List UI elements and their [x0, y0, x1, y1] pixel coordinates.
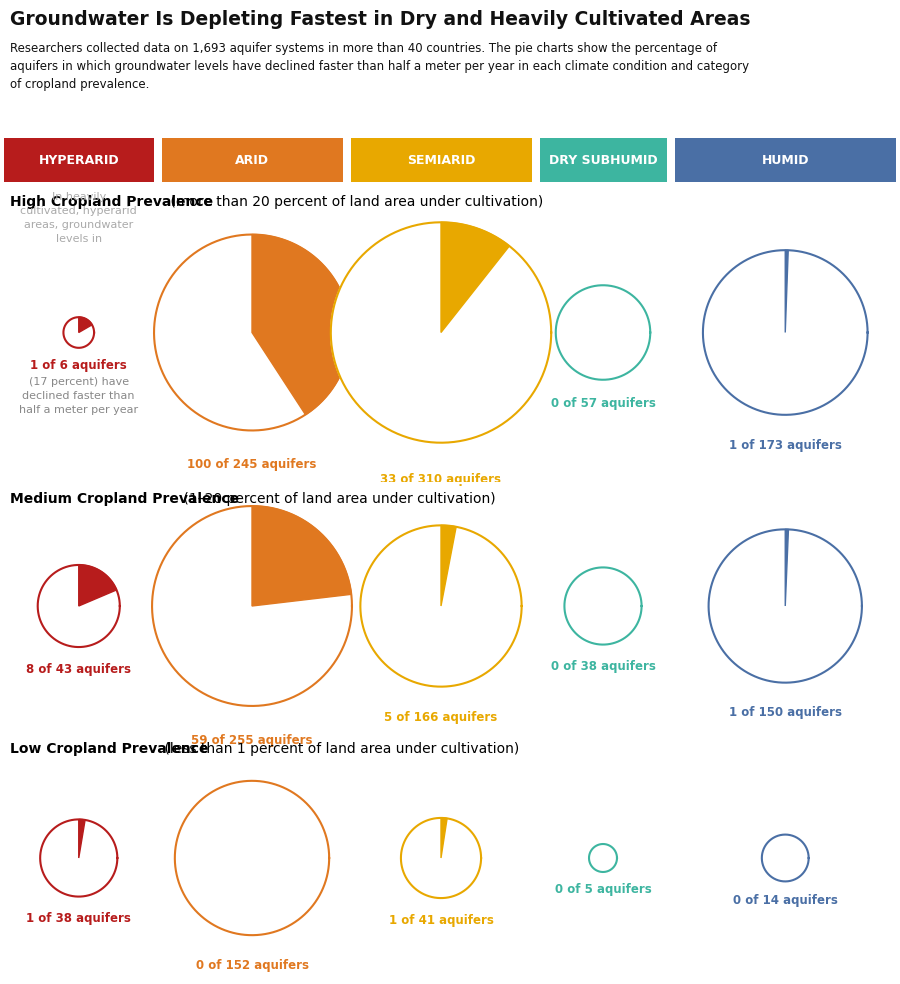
Polygon shape — [78, 317, 92, 333]
Text: Low Cropland Prevalence: Low Cropland Prevalence — [10, 742, 209, 756]
Text: Medium Cropland Prevalence: Medium Cropland Prevalence — [10, 492, 239, 506]
Polygon shape — [40, 820, 117, 896]
Bar — [539, 138, 667, 182]
Polygon shape — [252, 234, 350, 414]
Text: aquifers in which groundwater levels have declined faster than half a meter per : aquifers in which groundwater levels hav… — [10, 60, 749, 73]
Text: (1–20 percent of land area under cultivation): (1–20 percent of land area under cultiva… — [179, 492, 496, 506]
Polygon shape — [154, 234, 350, 430]
Polygon shape — [564, 568, 642, 645]
Text: 100 of 245 aquifers: 100 of 245 aquifers — [187, 459, 317, 471]
Text: 1 of 41 aquifers: 1 of 41 aquifers — [389, 914, 493, 927]
Text: 8 of 43 aquifers: 8 of 43 aquifers — [26, 663, 131, 676]
Text: DRY SUBHUMID: DRY SUBHUMID — [549, 154, 657, 166]
Text: High Cropland Prevalence: High Cropland Prevalence — [10, 195, 213, 209]
Text: SEMIARID: SEMIARID — [407, 154, 475, 166]
Bar — [674, 138, 896, 182]
Polygon shape — [79, 820, 86, 858]
Text: 0 of 57 aquifers: 0 of 57 aquifers — [551, 398, 655, 410]
Text: 1 of 38 aquifers: 1 of 38 aquifers — [26, 912, 131, 925]
Bar — [161, 138, 343, 182]
Polygon shape — [400, 818, 482, 898]
Polygon shape — [441, 525, 456, 606]
Text: 0 of 5 aquifers: 0 of 5 aquifers — [554, 883, 652, 895]
Text: 0 of 152 aquifers: 0 of 152 aquifers — [195, 958, 309, 971]
Text: 59 of 255 aquifers: 59 of 255 aquifers — [192, 734, 313, 747]
Polygon shape — [79, 565, 116, 606]
Text: HYPERARID: HYPERARID — [39, 154, 119, 166]
Text: 0 of 14 aquifers: 0 of 14 aquifers — [733, 894, 838, 907]
Polygon shape — [331, 222, 551, 443]
Polygon shape — [175, 781, 329, 935]
Text: (less than 1 percent of land area under cultivation): (less than 1 percent of land area under … — [159, 742, 518, 756]
Polygon shape — [152, 506, 352, 706]
Text: Researchers collected data on 1,693 aquifer systems in more than 40 countries. T: Researchers collected data on 1,693 aqui… — [10, 42, 717, 55]
Text: Groundwater Is Depleting Fastest in Dry and Heavily Cultivated Areas: Groundwater Is Depleting Fastest in Dry … — [10, 10, 751, 29]
Text: HUMID: HUMID — [761, 154, 809, 166]
Polygon shape — [589, 844, 617, 872]
Polygon shape — [708, 529, 862, 683]
Polygon shape — [441, 222, 509, 333]
Text: 0 of 38 aquifers: 0 of 38 aquifers — [551, 660, 655, 673]
Polygon shape — [38, 565, 120, 647]
Text: 1 of 173 aquifers: 1 of 173 aquifers — [729, 439, 842, 453]
Polygon shape — [703, 250, 868, 415]
Text: (more than 20 percent of land area under cultivation): (more than 20 percent of land area under… — [166, 195, 544, 209]
Polygon shape — [785, 529, 788, 606]
Bar — [4, 138, 154, 182]
Polygon shape — [360, 525, 522, 687]
Text: ARID: ARID — [235, 154, 269, 166]
Text: 33 of 310 aquifers: 33 of 310 aquifers — [381, 472, 501, 486]
Text: In heavily
cultivated, hyperarid
areas, groundwater
levels in: In heavily cultivated, hyperarid areas, … — [21, 192, 137, 244]
Text: 1 of 150 aquifers: 1 of 150 aquifers — [729, 706, 842, 719]
Polygon shape — [252, 506, 351, 606]
Text: of cropland prevalence.: of cropland prevalence. — [10, 78, 149, 91]
Polygon shape — [555, 285, 651, 380]
Text: (17 percent) have
declined faster than
half a meter per year: (17 percent) have declined faster than h… — [19, 377, 139, 415]
Polygon shape — [785, 250, 788, 333]
Polygon shape — [441, 818, 447, 858]
Text: 1 of 6 aquifers: 1 of 6 aquifers — [31, 359, 127, 372]
Text: 5 of 166 aquifers: 5 of 166 aquifers — [384, 710, 498, 724]
Polygon shape — [63, 317, 94, 347]
Polygon shape — [761, 834, 809, 882]
Bar — [350, 138, 532, 182]
